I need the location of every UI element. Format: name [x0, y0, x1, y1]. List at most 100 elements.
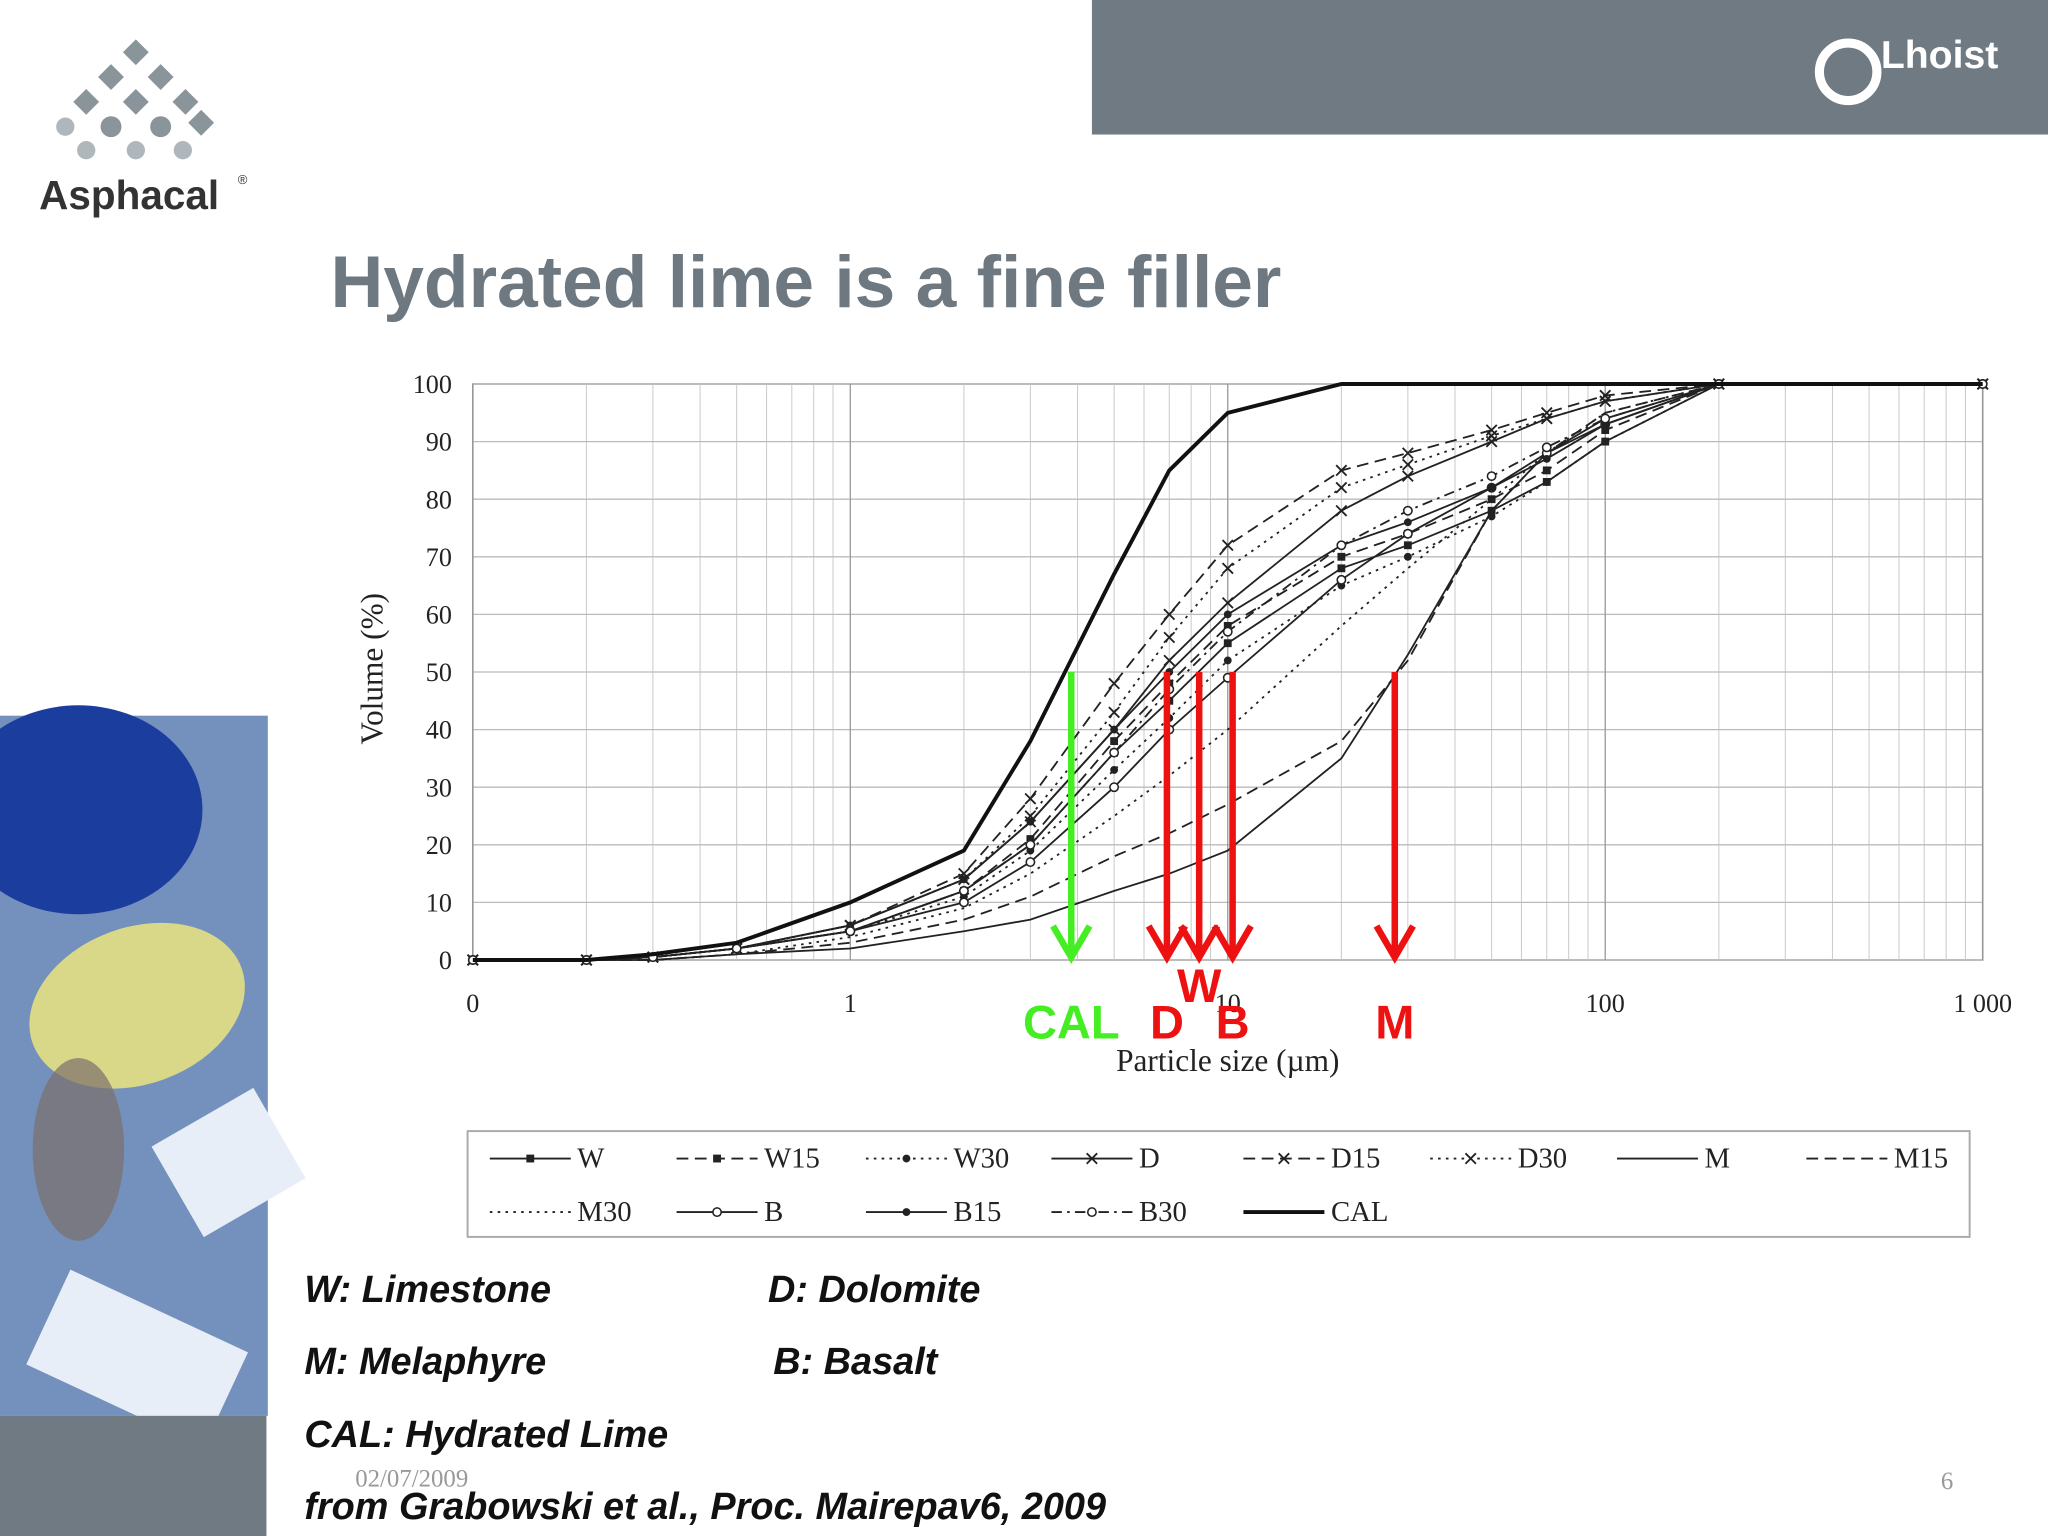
x-tick-label: 100 — [1586, 989, 1625, 1018]
legend-entry: B30 — [1051, 1196, 1187, 1228]
marker — [1108, 706, 1120, 719]
marker — [1223, 656, 1232, 665]
marker — [1540, 412, 1553, 425]
marker — [958, 885, 969, 896]
marker — [1109, 782, 1120, 793]
series-line — [472, 382, 1983, 962]
annotation: CAL — [1023, 672, 1120, 1048]
legend-entry: M15 — [1806, 1143, 1948, 1175]
y-tick-label: 60 — [426, 601, 452, 630]
legend-entry: B — [676, 1196, 783, 1228]
marker — [1163, 608, 1176, 621]
marker — [1336, 574, 1347, 585]
x-tick-label: 0 — [466, 989, 479, 1018]
y-tick-label: 30 — [426, 773, 452, 802]
y-tick-label: 80 — [426, 485, 452, 514]
y-tick-label: 10 — [426, 889, 452, 918]
arrow-head — [1050, 924, 1093, 964]
annotation: D — [1145, 672, 1189, 1048]
marker — [1542, 466, 1551, 475]
arrow-head — [1145, 924, 1189, 964]
marker — [1024, 810, 1037, 822]
marker — [1337, 552, 1346, 561]
company-icon — [1814, 38, 1882, 106]
logo-name: Asphacal — [39, 172, 219, 218]
annotation: M — [1373, 672, 1416, 1048]
marker — [1601, 437, 1610, 446]
note: D: Dolomite — [768, 1269, 980, 1311]
marker — [1487, 483, 1496, 492]
legend-label: D30 — [1518, 1143, 1567, 1175]
legend-label: W15 — [764, 1143, 820, 1175]
marker — [1026, 817, 1035, 826]
y-tick-label: 0 — [439, 946, 452, 975]
annotation: W — [1177, 672, 1222, 1012]
marker — [1337, 564, 1346, 573]
x-tick-label: 1 000 — [1953, 989, 2012, 1018]
marker — [1222, 626, 1233, 637]
legend-entry: CAL — [1243, 1196, 1388, 1228]
series — [472, 382, 1983, 962]
footer-bar — [0, 1415, 267, 1536]
marker — [1403, 518, 1412, 527]
marker — [1221, 562, 1234, 575]
marker — [1110, 737, 1119, 746]
marker — [1108, 677, 1120, 690]
marker — [1221, 539, 1234, 552]
marker — [1486, 471, 1497, 482]
legend-label: B30 — [1139, 1196, 1187, 1228]
marker — [902, 1154, 911, 1163]
legend-label: D — [1139, 1143, 1160, 1175]
marker — [731, 943, 742, 954]
marker — [902, 1208, 911, 1216]
note: W: Limestone — [304, 1269, 551, 1311]
series-line — [472, 383, 1983, 961]
legend-label: W — [577, 1143, 605, 1175]
y-tick-label: 50 — [426, 658, 452, 687]
slide-title: Hydrated lime is a fine filler — [330, 242, 1281, 323]
marker — [1335, 504, 1348, 517]
legend-entry: W15 — [676, 1143, 820, 1175]
marker — [1542, 478, 1551, 486]
y-axis-label: Volume (%) — [355, 593, 390, 745]
x-axis-label: Particle size (µm) — [1116, 1043, 1339, 1078]
y-tick-label: 100 — [413, 370, 452, 399]
legend-label: B — [764, 1196, 783, 1228]
header-banner — [1091, 0, 2048, 135]
marker — [1401, 447, 1414, 459]
marker — [1599, 395, 1612, 408]
marker — [845, 926, 856, 937]
marker — [1485, 429, 1498, 442]
notes: W: Limestone D: Dolomite M: Melaphyre B: Ba… — [304, 1269, 1106, 1528]
note: M: Melaphyre — [304, 1341, 546, 1383]
note: B: Basalt — [773, 1341, 938, 1383]
note: CAL: Hydrated Lime — [304, 1414, 668, 1456]
marker — [1401, 458, 1414, 471]
marker — [1223, 639, 1232, 648]
marker — [1086, 1152, 1098, 1165]
annotation-label: M — [1375, 995, 1414, 1048]
y-tick-label: 20 — [426, 831, 452, 860]
marker — [1336, 540, 1347, 551]
marker — [713, 1154, 721, 1163]
arrow-head — [1373, 924, 1416, 964]
annotation: B — [1211, 672, 1254, 1048]
x-tick-label: 10 — [1215, 989, 1241, 1018]
marker — [1221, 597, 1234, 609]
legend-entry: D30 — [1430, 1143, 1567, 1175]
marker — [1601, 426, 1610, 434]
series-line — [472, 383, 1983, 961]
marker — [526, 1154, 535, 1163]
marker — [1402, 528, 1413, 539]
annotation-label: D — [1150, 995, 1184, 1048]
legend-entry: D — [1051, 1143, 1160, 1175]
marker — [1109, 747, 1120, 758]
marker — [1464, 1152, 1477, 1165]
marker — [1025, 839, 1036, 850]
marker — [1163, 631, 1176, 644]
marker — [1223, 610, 1232, 619]
logo-mark: ® — [238, 172, 248, 187]
marker — [1025, 857, 1036, 868]
annotation-label: W — [1177, 959, 1222, 1012]
